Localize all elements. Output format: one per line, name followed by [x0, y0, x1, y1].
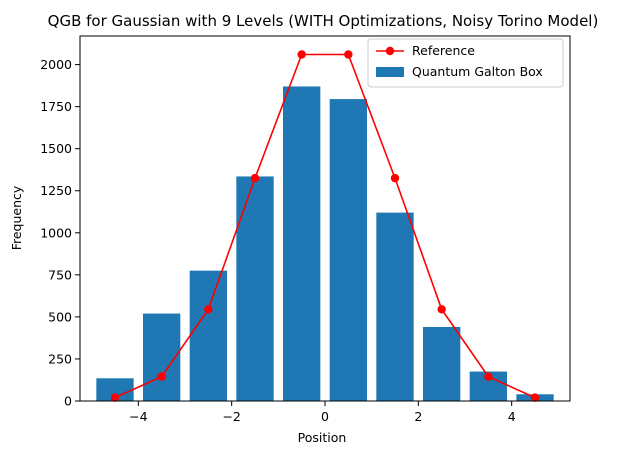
reference-point	[344, 50, 353, 59]
legend: Reference Quantum Galton Box	[367, 38, 564, 88]
bar	[283, 86, 321, 402]
bar	[96, 378, 134, 401]
x-tick-label: 0	[321, 409, 329, 424]
reference-line	[114, 53, 536, 399]
y-tick-label: 250	[48, 351, 72, 366]
y-tick-label: 750	[48, 267, 72, 282]
y-tick-label: 1250	[40, 183, 72, 198]
reference-point	[157, 372, 166, 381]
reference-point	[390, 173, 400, 183]
y-tick-label: 1000	[40, 225, 72, 240]
bar	[189, 270, 227, 401]
chart-title: QGB for Gaussian with 9 Levels (WITH Opt…	[48, 12, 599, 30]
x-tick-label: 4	[508, 409, 516, 424]
x-axis: −4 −2 0 2 4	[129, 401, 516, 424]
legend-reference-marker	[385, 46, 395, 56]
legend-bar-swatch	[376, 67, 404, 77]
legend-box	[367, 38, 564, 88]
reference-point	[484, 372, 493, 381]
bar	[423, 326, 461, 401]
legend-reference-label: Reference	[412, 43, 475, 58]
legend-bar-label: Quantum Galton Box	[412, 64, 543, 79]
reference-point	[204, 305, 213, 314]
y-axis-label: Frequency	[9, 185, 24, 250]
reference-line-layer	[110, 50, 540, 402]
bar	[329, 99, 367, 401]
bars-layer	[96, 86, 554, 402]
y-tick-label: 1500	[40, 141, 72, 156]
reference-point	[437, 305, 446, 314]
y-tick-label: 1750	[40, 99, 72, 114]
reference-point	[110, 393, 120, 402]
bar	[236, 176, 274, 401]
y-tick-label: 500	[48, 309, 72, 324]
y-tick-label: 2000	[40, 57, 72, 72]
reference-point	[530, 393, 540, 402]
reference-point	[250, 173, 260, 183]
x-tick-label: −4	[129, 409, 147, 424]
y-axis: 0 250 500 750 1000 1250 1500 1750 2000	[40, 57, 80, 409]
x-tick-label: 2	[414, 409, 422, 424]
x-tick-label: −2	[222, 409, 240, 424]
y-tick-label: 0	[64, 394, 72, 409]
reference-point	[297, 50, 306, 59]
x-axis-label: Position	[298, 430, 347, 445]
bar	[376, 212, 414, 401]
